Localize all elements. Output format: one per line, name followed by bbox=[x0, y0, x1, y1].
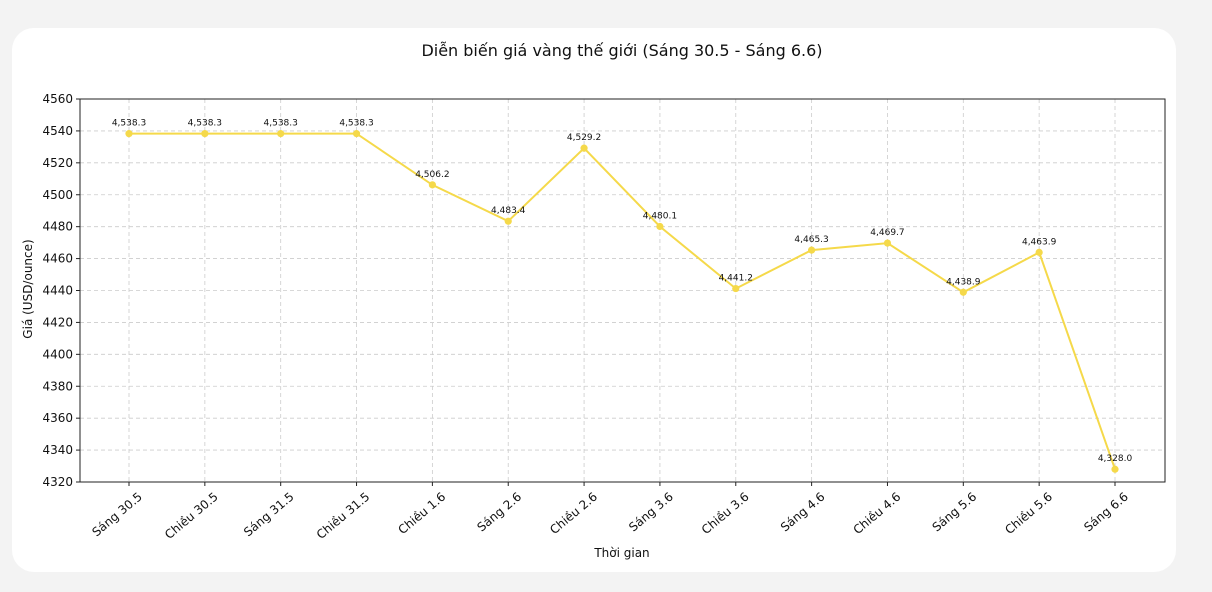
x-tick-label: Chiều 5.6 bbox=[1002, 490, 1055, 538]
x-tick-label: Sáng 31.5 bbox=[241, 490, 297, 540]
data-point bbox=[428, 181, 436, 189]
y-tick-label: 4380 bbox=[42, 379, 73, 393]
data-point bbox=[201, 130, 209, 138]
x-tick-label: Chiều 2.6 bbox=[547, 490, 600, 538]
data-point bbox=[504, 217, 512, 225]
y-tick-label: 4560 bbox=[42, 92, 73, 106]
x-tick-label: Sáng 4.6 bbox=[778, 490, 828, 535]
data-label: 4,483.4 bbox=[491, 206, 526, 216]
data-point bbox=[883, 239, 892, 247]
x-tick-label: Chiều 3.6 bbox=[699, 490, 752, 538]
x-tick-label: Sáng 6.6 bbox=[1081, 490, 1131, 535]
data-label: 4,529.2 bbox=[567, 133, 601, 143]
data-label: 4,438.9 bbox=[946, 277, 981, 287]
data-label: 4,538.3 bbox=[339, 119, 373, 129]
data-point bbox=[1035, 248, 1043, 256]
x-tick-label: Chiều 4.6 bbox=[851, 490, 904, 538]
y-tick-label: 4420 bbox=[42, 315, 73, 329]
y-tick-label: 4320 bbox=[42, 475, 73, 489]
x-tick-label: Sáng 5.6 bbox=[930, 490, 980, 535]
y-tick-label: 4500 bbox=[42, 188, 73, 202]
y-tick-label: 4360 bbox=[42, 411, 73, 425]
data-label: 4,441.2 bbox=[719, 274, 753, 284]
data-label: 4,463.9 bbox=[1022, 237, 1057, 247]
series-line bbox=[129, 132, 1116, 470]
data-point bbox=[352, 130, 361, 138]
x-tick-label: Chiều 30.5 bbox=[162, 490, 221, 542]
x-axis-label: Thời gian bbox=[593, 546, 649, 560]
x-tick-label: Sáng 3.6 bbox=[626, 490, 676, 535]
data-label: 4,480.1 bbox=[643, 212, 677, 222]
data-point bbox=[959, 288, 967, 296]
y-tick-label: 4340 bbox=[42, 443, 73, 457]
data-point bbox=[1111, 465, 1119, 473]
x-tick-label: Chiều 1.6 bbox=[395, 490, 448, 538]
x-tick-label: Sáng 2.6 bbox=[474, 490, 524, 535]
chart-title: Diễn biến giá vàng thế giới (Sáng 30.5 -… bbox=[421, 41, 822, 60]
y-axis: 4320 4340 4360 4380 4400 4420 4440 4460 4480 4500… bbox=[42, 92, 80, 489]
chart-card bbox=[12, 28, 1176, 572]
data-point bbox=[656, 222, 664, 231]
data-point bbox=[125, 130, 133, 138]
y-tick-label: 4460 bbox=[42, 252, 73, 266]
data-point bbox=[808, 246, 816, 254]
data-point bbox=[277, 130, 285, 138]
grid bbox=[80, 98, 1165, 483]
data-label: 4,328.0 bbox=[1098, 454, 1133, 464]
data-points bbox=[125, 130, 1119, 473]
y-tick-label: 4440 bbox=[42, 284, 73, 298]
data-label: 4,506.2 bbox=[415, 170, 449, 180]
y-tick-label: 4480 bbox=[42, 220, 73, 234]
x-tick-label: Chiều 31.5 bbox=[314, 490, 373, 542]
y-tick-label: 4540 bbox=[42, 124, 73, 138]
data-point bbox=[732, 284, 740, 293]
x-axis: Sáng 30.5 Chiều 30.5 Sáng 31.5 Chiều 31.5 Ch… bbox=[89, 482, 1131, 542]
y-tick-label: 4520 bbox=[42, 156, 73, 170]
data-label: 4,465.3 bbox=[794, 235, 828, 245]
y-tick-label: 4400 bbox=[42, 347, 73, 361]
data-label: 4,538.3 bbox=[112, 119, 146, 129]
data-label: 4,538.3 bbox=[264, 119, 298, 129]
y-axis-label: Giá (USD/ounce) bbox=[21, 239, 35, 338]
data-label: 4,538.3 bbox=[188, 119, 222, 129]
x-tick-label: Sáng 30.5 bbox=[89, 490, 145, 540]
data-label: 4,469.7 bbox=[870, 228, 904, 238]
data-point bbox=[580, 144, 588, 152]
data-labels: 4,538.3 4,538.3 4,538.3 4,538.3 4,506.2 4,483… bbox=[112, 119, 1133, 465]
